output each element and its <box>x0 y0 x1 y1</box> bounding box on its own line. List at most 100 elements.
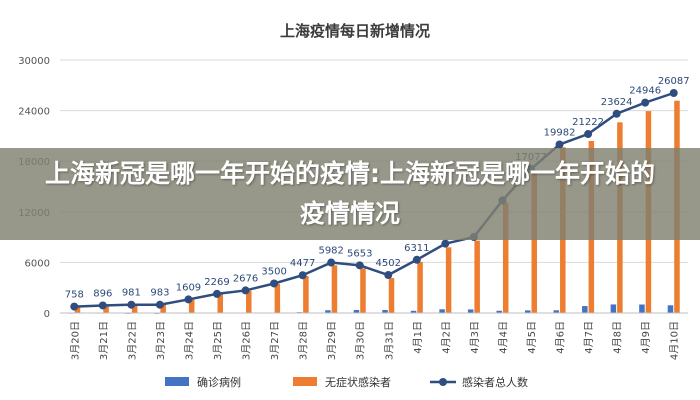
x-tick-label: 4月2日 <box>440 321 452 354</box>
x-tick-label: 4月1日 <box>412 321 424 354</box>
total-data-label: 981 <box>122 288 141 299</box>
asymptomatic-bar <box>246 290 252 313</box>
total-point <box>384 271 393 280</box>
asymptomatic-bar <box>274 283 281 313</box>
total-data-label: 1609 <box>176 282 201 293</box>
confirmed-bar <box>553 310 560 313</box>
x-tick-label: 3月30日 <box>355 321 367 360</box>
asymptomatic-bar <box>331 265 338 313</box>
total-point <box>327 258 336 267</box>
asymptomatic-bar <box>531 171 537 313</box>
total-data-label: 758 <box>65 290 84 301</box>
y-tick-label: 0 <box>44 309 50 320</box>
confirmed-bar <box>496 310 502 313</box>
asymptomatic-bar <box>502 202 509 313</box>
x-tick-label: 3月25日 <box>212 321 224 360</box>
confirmed-bar <box>610 304 617 313</box>
asymptomatic-bar <box>103 305 109 313</box>
total-data-label: 19982 <box>544 127 576 138</box>
asymptomatic-bar <box>74 306 81 313</box>
total-data-label: 5982 <box>318 246 343 257</box>
total-data-label: 21222 <box>572 117 604 128</box>
legend-label: 无症状感染者 <box>325 375 391 389</box>
legend-swatch <box>293 377 317 386</box>
asymptomatic-bar <box>303 276 309 313</box>
x-tick-label: 4月5日 <box>526 321 538 354</box>
total-point <box>412 255 421 264</box>
asymptomatic-bar <box>388 278 395 313</box>
confirmed-bar <box>410 310 417 313</box>
x-tick-label: 3月26日 <box>241 321 253 360</box>
asymptomatic-bar <box>160 304 166 313</box>
x-axis: 3月20日 3月21日 3月22日 3月23日 3月24日 3月25日 3月26日 3月27日… <box>60 312 688 360</box>
total-point <box>155 300 164 309</box>
x-tick-label: 3月24日 <box>183 321 195 360</box>
confirmed-bar <box>382 309 388 313</box>
confirmed-bar <box>582 306 588 313</box>
total-point <box>241 286 250 295</box>
confirmed-bar <box>667 305 674 313</box>
total-point <box>584 130 593 139</box>
total-point <box>98 301 107 310</box>
x-tick-label: 4月6日 <box>555 321 567 354</box>
total-data-label: 23624 <box>601 97 633 108</box>
x-tick-label: 4月4日 <box>497 321 509 354</box>
total-data-label: 2676 <box>233 273 258 284</box>
total-data-label: 5653 <box>347 248 372 259</box>
total-series-line <box>74 91 675 308</box>
chart-title: 上海疫情每日新增情况 <box>280 22 430 40</box>
total-point <box>612 109 621 118</box>
legend-swatch <box>165 377 189 386</box>
asymptomatic-bar <box>417 261 423 313</box>
total-point <box>641 98 650 107</box>
total-data-label: 3500 <box>261 266 286 277</box>
x-tick-label: 4月3日 <box>469 321 481 354</box>
total-point <box>555 140 564 149</box>
x-tick-label: 4月9日 <box>640 321 652 354</box>
total-point <box>441 239 450 248</box>
asymptomatic-bar <box>474 240 480 313</box>
legend-label: 感染者总人数 <box>462 375 528 389</box>
legend-swatch-marker <box>439 378 447 386</box>
asymptomatic-bar <box>360 268 366 313</box>
total-point <box>669 88 678 97</box>
overlay-title-text: 上海新冠是哪一年开始的疫情:上海新冠是哪一年开始的疫情情况 <box>45 159 655 228</box>
x-tick-label: 4月10日 <box>669 321 681 360</box>
x-tick-label: 3月28日 <box>298 321 310 360</box>
x-tick-label: 4月7日 <box>583 321 595 354</box>
total-point <box>184 295 193 304</box>
x-tick-label: 3月31日 <box>383 321 395 360</box>
x-tick-label: 3月20日 <box>69 321 81 360</box>
confirmed-bar <box>639 304 645 313</box>
asymptomatic-bar <box>217 294 223 313</box>
total-data-label: 6311 <box>404 243 429 254</box>
x-tick-label: 3月22日 <box>126 321 138 360</box>
legend-label: 确诊病例 <box>197 375 241 389</box>
y-tick-label: 6000 <box>25 258 50 269</box>
x-tick-label: 3月23日 <box>155 321 167 360</box>
total-point <box>355 261 364 270</box>
x-tick-label: 4月8日 <box>612 321 624 354</box>
asymptomatic-bar <box>445 247 452 313</box>
x-tick-label: 3月21日 <box>98 321 110 360</box>
confirmed-bar <box>325 310 331 313</box>
total-data-label: 896 <box>93 288 112 299</box>
total-data-label: 4502 <box>376 258 401 269</box>
asymptomatic-bar <box>131 304 138 313</box>
total-point <box>270 279 279 288</box>
confirmed-bar <box>439 309 445 313</box>
x-tick-label: 3月29日 <box>326 321 338 360</box>
title-overlay-banner: 上海新冠是哪一年开始的疫情:上海新冠是哪一年开始的疫情情况 <box>0 148 700 240</box>
total-point <box>70 302 79 311</box>
total-point <box>298 271 307 280</box>
total-point <box>127 300 136 309</box>
confirmed-bar <box>467 309 474 313</box>
asymptomatic-bar <box>188 299 195 313</box>
total-data-label: 2269 <box>204 277 229 288</box>
confirmed-bar <box>525 310 531 313</box>
total-data-label: 983 <box>150 288 169 299</box>
y-tick-label: 30000 <box>18 56 50 67</box>
legend: 确诊病例 无症状感染者 感染者总人数 <box>165 375 528 389</box>
total-data-label: 24946 <box>629 86 661 97</box>
y-tick-label: 24000 <box>18 107 50 118</box>
